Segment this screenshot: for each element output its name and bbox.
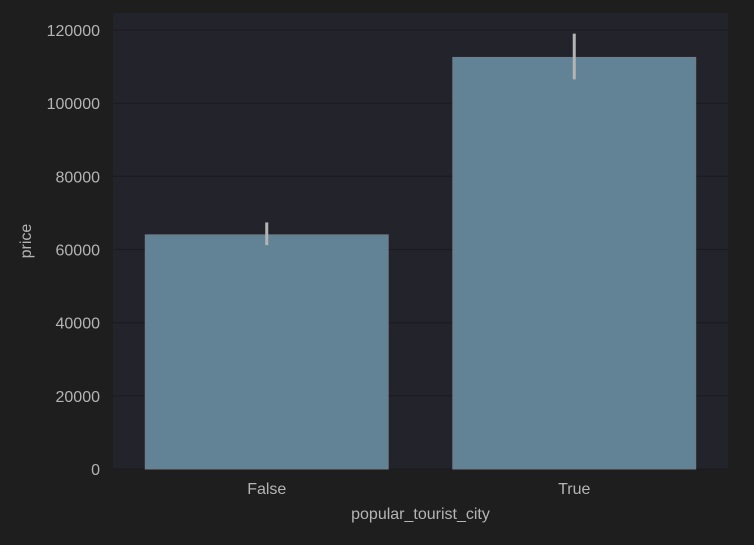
x-tick-labels: False True [247,481,590,498]
y-tick-label: 0 [91,462,100,479]
bar-false [144,234,389,470]
y-tick-label: 60000 [56,243,101,260]
y-tick-label: 120000 [47,23,100,40]
y-tick-label: 100000 [47,96,100,113]
x-axis-title: popular_tourist_city [351,506,490,523]
x-tick-label: True [558,481,590,498]
y-axis-title: price [18,224,35,259]
y-tick-labels: 0 20000 40000 60000 80000 100000 120000 [47,23,100,479]
x-tick-label: False [247,481,286,498]
y-tick-label: 40000 [56,316,101,333]
y-tick-label: 80000 [56,169,101,186]
error-bars [265,33,576,246]
bar-true [452,56,697,470]
bars [144,56,697,470]
y-tick-label: 20000 [56,389,101,406]
